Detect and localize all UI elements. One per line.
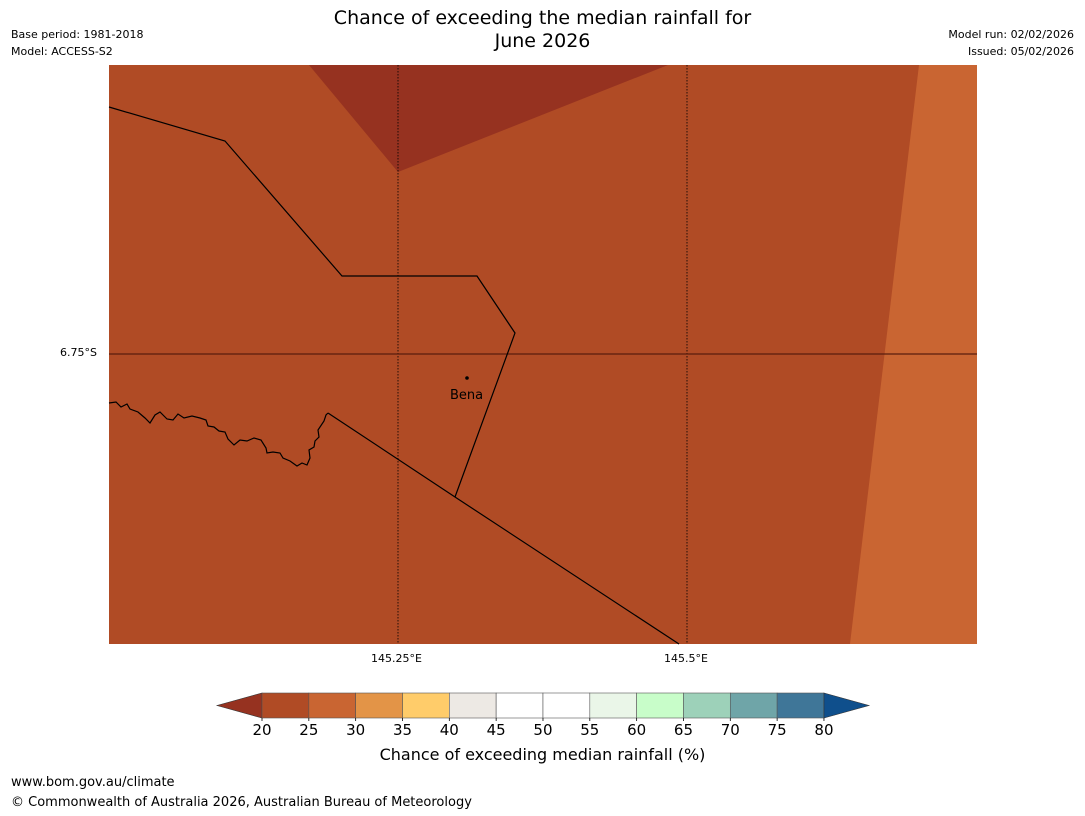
colorbar-tick-label-60: 60 bbox=[627, 721, 646, 739]
colorbar-tick-label-75: 75 bbox=[768, 721, 787, 739]
issued-date: Issued: 05/02/2026 bbox=[967, 45, 1074, 58]
colorbar-tick-label-35: 35 bbox=[393, 721, 412, 739]
colorbar-tick-label-40: 40 bbox=[440, 721, 459, 739]
chart-title-line-2: June 2026 bbox=[494, 30, 591, 52]
colorbar-bin-35-40 bbox=[402, 692, 450, 719]
colorbar-tick-label-70: 70 bbox=[721, 721, 740, 739]
colorbar-tick-label-20: 20 bbox=[252, 721, 271, 739]
map-region-dark bbox=[309, 65, 668, 172]
province-boundary-south bbox=[327, 412, 680, 645]
colorbar-tick-label-55: 55 bbox=[580, 721, 599, 739]
chart-title-line-1: Chance of exceeding the median rainfall … bbox=[333, 7, 752, 29]
base-period: Base period: 1981-2018 bbox=[11, 28, 144, 41]
colorbar-tick-label-65: 65 bbox=[674, 721, 693, 739]
model-name: Model: ACCESS-S2 bbox=[11, 45, 113, 58]
town-marker-bena bbox=[465, 376, 469, 380]
province-boundary-north bbox=[108, 106, 516, 498]
colorbar-over-arrow bbox=[823, 692, 871, 719]
colorbar-bin-25-30 bbox=[308, 692, 356, 719]
colorbar-under-arrow bbox=[215, 692, 263, 719]
colorbar-tick-label-50: 50 bbox=[533, 721, 552, 739]
colorbar-bin-20-25 bbox=[261, 692, 310, 719]
river-boundary bbox=[108, 401, 329, 467]
colorbar-bin-70-75 bbox=[729, 692, 778, 719]
colorbar-bin-60-65 bbox=[636, 692, 684, 719]
longitude-label-1: 145.25°E bbox=[371, 652, 422, 665]
model-run-date: Model run: 02/02/2026 bbox=[948, 28, 1074, 41]
footer-copyright: © Commonwealth of Australia 2026, Austra… bbox=[11, 795, 472, 810]
town-label-bena: Bena bbox=[450, 388, 484, 403]
colorbar-tick-label-30: 30 bbox=[346, 721, 365, 739]
colorbar-tick-label-80: 80 bbox=[814, 721, 833, 739]
footer-url: www.bom.gov.au/climate bbox=[11, 775, 175, 790]
colorbar-bin-75-80 bbox=[776, 692, 825, 719]
colorbar-tick-label-45: 45 bbox=[487, 721, 506, 739]
longitude-label-2: 145.5°E bbox=[664, 652, 708, 665]
meta-right: Model run: 02/02/2026 Issued: 05/02/2026 bbox=[948, 26, 1074, 60]
meta-left: Base period: 1981-2018 Model: ACCESS-S2 bbox=[11, 26, 143, 60]
colorbar-bin-55-60 bbox=[589, 692, 637, 719]
latitude-label: 6.75°S bbox=[60, 346, 97, 359]
colorbar-label: Chance of exceeding median rainfall (%) bbox=[379, 745, 706, 764]
colorbar-bin-45-50 bbox=[495, 692, 544, 719]
colorbar-tick-label-25: 25 bbox=[299, 721, 318, 739]
colorbar-bin-40-45 bbox=[449, 692, 497, 719]
colorbar-bin-50-55 bbox=[542, 692, 591, 719]
colorbar-bin-30-35 bbox=[355, 692, 403, 719]
colorbar-bin-65-70 bbox=[683, 692, 731, 719]
chart-title: Chance of exceeding the median rainfall … bbox=[0, 7, 1085, 53]
